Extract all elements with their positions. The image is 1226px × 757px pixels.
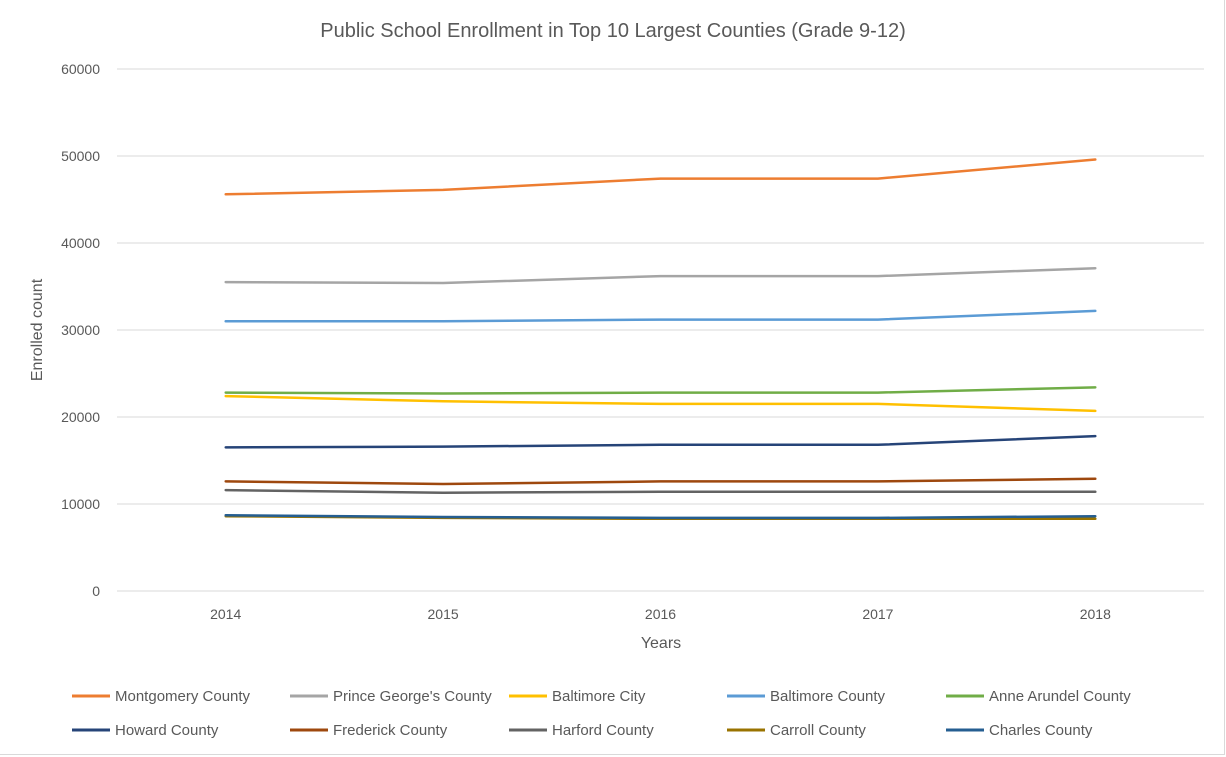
series-lines — [224, 158, 1097, 521]
series-line-frederick-county — [224, 477, 1097, 486]
series-line-montgomery-county — [224, 158, 1097, 196]
legend-label: Prince George's County — [333, 688, 492, 705]
legend-label: Montgomery County — [115, 688, 251, 705]
y-tick-label: 0 — [92, 583, 100, 599]
y-axis-ticks: 0 10000 20000 30000 40000 50000 60000 — [61, 61, 100, 599]
y-tick-label: 60000 — [61, 61, 100, 77]
legend-label: Baltimore County — [770, 688, 886, 705]
series-line-howard-county — [224, 434, 1097, 449]
chart-title: Public School Enrollment in Top 10 Large… — [320, 20, 906, 42]
series-line-prince-george-s-county — [224, 266, 1097, 285]
series-line-baltimore-city — [224, 394, 1097, 413]
legend-label: Howard County — [115, 722, 219, 739]
legend: Montgomery County Prince George's County B… — [72, 688, 1131, 739]
x-tick-label: 2014 — [210, 606, 241, 622]
y-tick-label: 50000 — [61, 148, 100, 164]
legend-label: Baltimore City — [552, 688, 646, 705]
x-tick-label: 2015 — [428, 606, 459, 622]
gridlines — [117, 68, 1204, 592]
series-line-anne-arundel-county — [224, 386, 1097, 395]
series-line-charles-county — [224, 514, 1097, 520]
x-tick-label: 2018 — [1080, 606, 1111, 622]
legend-label: Harford County — [552, 722, 654, 739]
x-axis-ticks: 2014 2015 2016 2017 2018 — [210, 606, 1111, 622]
legend-label: Frederick County — [333, 722, 448, 739]
legend-label: Carroll County — [770, 722, 866, 739]
y-tick-label: 10000 — [61, 496, 100, 512]
y-tick-label: 20000 — [61, 409, 100, 425]
y-tick-label: 40000 — [61, 235, 100, 251]
series-line-baltimore-county — [224, 309, 1097, 323]
x-axis-title: Years — [641, 635, 681, 652]
y-tick-label: 30000 — [61, 322, 100, 338]
y-axis-title: Enrolled count — [29, 278, 46, 381]
x-tick-label: 2016 — [645, 606, 676, 622]
series-line-harford-county — [224, 488, 1097, 494]
legend-label: Anne Arundel County — [989, 688, 1131, 705]
legend-label: Charles County — [989, 722, 1093, 739]
x-tick-label: 2017 — [862, 606, 893, 622]
